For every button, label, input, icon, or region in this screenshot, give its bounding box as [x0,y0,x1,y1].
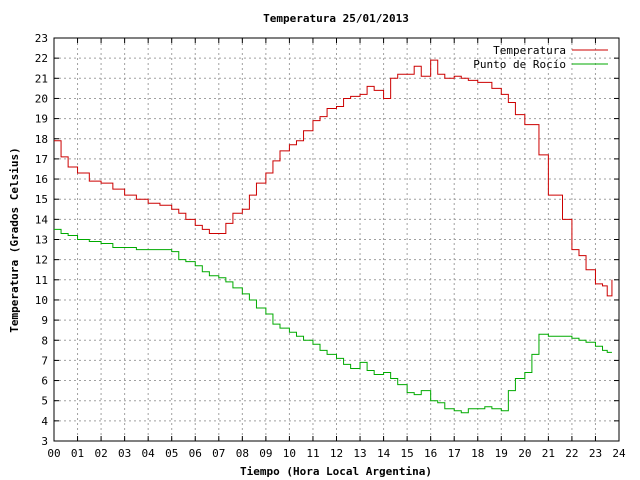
x-tick-label: 08 [236,447,249,460]
series-line-0 [54,59,613,297]
x-tick-label: 15 [401,447,414,460]
axis-ticks: 00 01 02 03 04 05 06 07 08 09 10 11 12 13 14 15 16 17 18 19… [35,32,626,460]
y-tick-label: 20 [35,92,48,105]
y-tick-label: 9 [41,314,48,327]
y-tick-label: 3 [41,435,48,448]
x-tick-label: 14 [377,447,391,460]
y-tick-label: 12 [35,254,48,267]
x-axis-label: Tiempo (Hora Local Argentina) [240,465,432,478]
y-tick-label: 8 [41,334,48,347]
y-tick-label: 7 [41,354,48,367]
x-tick-label: 20 [518,447,531,460]
x-tick-label: 04 [142,447,156,460]
y-tick-label: 6 [41,375,48,388]
y-axis-label: Temperatura (Grados Celsius) [8,147,21,332]
y-tick-label: 13 [35,234,48,247]
x-tick-label: 21 [542,447,555,460]
y-tick-label: 11 [35,274,48,287]
y-tick-label: 16 [35,173,48,186]
x-tick-label: 23 [589,447,602,460]
y-tick-label: 22 [35,52,48,65]
x-tick-label: 07 [212,447,225,460]
x-tick-label: 11 [306,447,319,460]
y-tick-label: 10 [35,294,48,307]
x-tick-label: 05 [165,447,178,460]
y-tick-label: 14 [35,213,49,226]
x-tick-label: 09 [259,447,272,460]
grid-lines [54,38,619,441]
x-tick-label: 01 [71,447,84,460]
legend-label: Punto de Rocío [473,58,566,71]
series-line-1 [54,228,612,414]
y-tick-label: 23 [35,32,48,45]
x-tick-label: 22 [565,447,578,460]
y-tick-label: 15 [35,193,48,206]
x-tick-label: 13 [353,447,366,460]
x-tick-label: 12 [330,447,343,460]
y-tick-label: 4 [41,415,48,428]
chart-title: Temperatura 25/01/2013 [263,12,409,25]
x-tick-label: 10 [283,447,296,460]
legend-label: Temperatura [493,44,566,57]
x-tick-label: 18 [471,447,484,460]
y-tick-label: 5 [41,395,48,408]
x-tick-label: 02 [94,447,107,460]
y-tick-label: 21 [35,72,48,85]
x-tick-label: 06 [189,447,202,460]
y-tick-label: 18 [35,133,48,146]
x-tick-label: 00 [47,447,60,460]
x-tick-label: 24 [612,447,626,460]
x-tick-label: 03 [118,447,131,460]
series-lines [54,59,613,414]
y-tick-label: 19 [35,113,48,126]
x-tick-label: 16 [424,447,437,460]
y-tick-label: 17 [35,153,48,166]
x-tick-label: 17 [448,447,461,460]
x-tick-label: 19 [495,447,508,460]
